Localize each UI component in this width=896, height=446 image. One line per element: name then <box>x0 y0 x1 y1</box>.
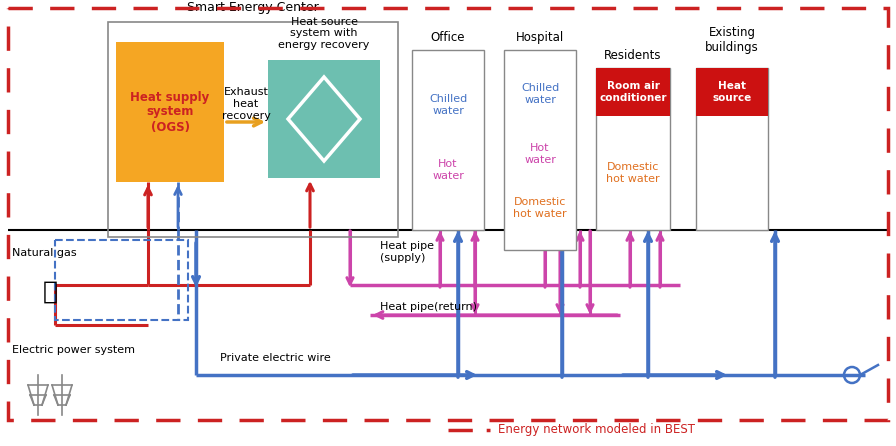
Text: Hot
water: Hot water <box>432 159 464 181</box>
Text: Chilled
water: Chilled water <box>521 83 559 105</box>
Text: 🔥: 🔥 <box>42 280 57 304</box>
Text: Hot
water: Hot water <box>524 143 556 165</box>
Text: Existing
buildings: Existing buildings <box>705 26 759 54</box>
Bar <box>412 50 484 230</box>
Text: Smart Energy Center: Smart Energy Center <box>187 1 319 14</box>
Text: Chilled
water: Chilled water <box>429 94 467 116</box>
Bar <box>696 68 768 230</box>
Text: Exhaust
heat
recovery: Exhaust heat recovery <box>221 87 271 120</box>
Text: Heat
source: Heat source <box>712 81 752 103</box>
Bar <box>116 42 224 182</box>
Text: Electric power system: Electric power system <box>12 345 135 355</box>
Text: Natural gas: Natural gas <box>12 248 77 258</box>
Bar <box>596 68 670 116</box>
Bar <box>268 60 380 178</box>
Text: Hospital: Hospital <box>516 31 564 44</box>
Text: Domestic
hot water: Domestic hot water <box>607 162 659 184</box>
Text: Energy network modeled in BEST: Energy network modeled in BEST <box>498 424 695 437</box>
Text: Heat source
system with
energy recovery: Heat source system with energy recovery <box>279 17 370 50</box>
Text: Heat pipe(return): Heat pipe(return) <box>380 302 477 312</box>
Bar <box>596 68 670 230</box>
Text: Room air
conditioner: Room air conditioner <box>599 81 667 103</box>
Text: Domestic
hot water: Domestic hot water <box>513 197 567 219</box>
Text: Private electric wire: Private electric wire <box>220 353 331 363</box>
Text: Residents: Residents <box>604 49 662 62</box>
Bar <box>696 68 768 116</box>
Text: Office: Office <box>431 31 465 44</box>
Bar <box>108 22 398 237</box>
Bar <box>55 240 188 320</box>
Bar <box>504 50 576 250</box>
Text: Heat supply
system
(OGS): Heat supply system (OGS) <box>131 91 210 133</box>
Text: Heat pipe
(supply): Heat pipe (supply) <box>380 241 434 263</box>
